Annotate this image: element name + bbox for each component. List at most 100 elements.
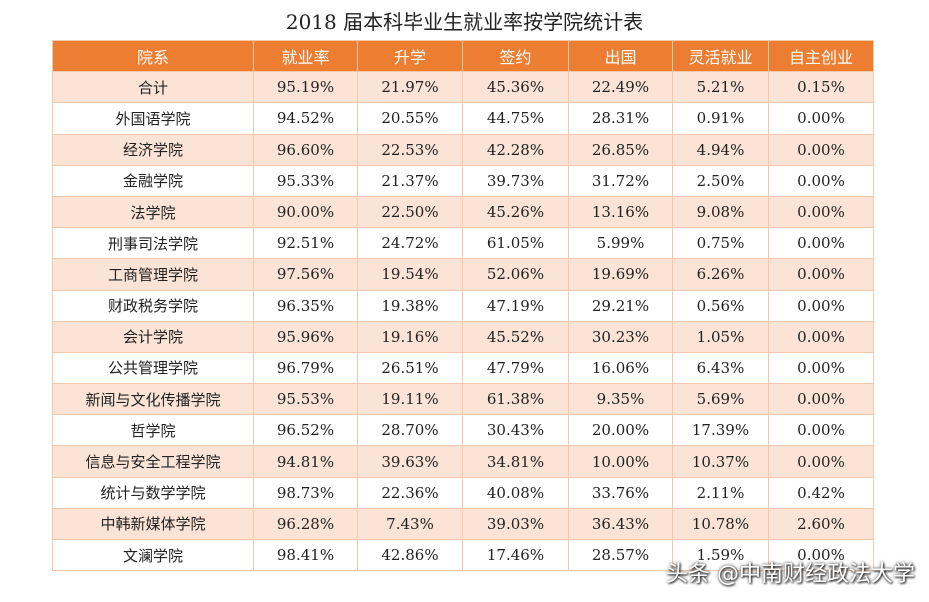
rate-cell: 20.00% xyxy=(568,414,673,447)
rate-cell: 96.60% xyxy=(253,133,358,166)
rate-cell: 22.36% xyxy=(357,476,463,509)
rate-cell: 6.26% xyxy=(672,258,769,291)
rate-cell: 30.43% xyxy=(462,414,569,447)
rate-cell: 22.53% xyxy=(357,133,463,166)
rate-cell: 2.11% xyxy=(672,476,769,509)
column-header: 就业率 xyxy=(253,39,358,73)
rate-cell: 29.21% xyxy=(568,289,673,322)
rate-cell: 24.72% xyxy=(357,227,463,260)
table-row: 公共管理学院 96.79% 26.51% 47.79% 16.06% 6.43% 0.00% xyxy=(52,351,874,385)
rate-cell: 19.69% xyxy=(568,258,673,291)
table-row: 信息与安全工程学院 94.81% 39.63% 34.81% 10.00% 10.37% 0… xyxy=(52,445,874,478)
school-cell: 信息与安全工程学院 xyxy=(52,445,254,478)
rate-cell: 96.28% xyxy=(253,507,358,541)
rate-cell: 39.73% xyxy=(462,164,569,197)
school-cell: 经济学院 xyxy=(52,133,254,166)
rate-cell: 0.00% xyxy=(768,133,874,166)
rate-cell: 0.75% xyxy=(672,227,769,260)
table-row: 统计与数学学院 98.73% 22.36% 40.08% 33.76% 2.11% 0.42… xyxy=(52,476,874,509)
table-body: 合计 95.19% 21.97% 45.36% 22.49% 5.21% 0.15% 外国语学… xyxy=(52,71,874,572)
watermark: 头条 @中南财经政法大学 xyxy=(666,562,915,587)
rate-cell: 9.08% xyxy=(672,195,769,229)
rate-cell: 42.28% xyxy=(462,133,569,166)
rate-cell: 6.43% xyxy=(672,351,769,385)
school-cell: 文澜学院 xyxy=(52,538,254,572)
rate-cell: 45.52% xyxy=(462,320,569,353)
rate-cell: 95.19% xyxy=(253,71,358,104)
school-cell: 中韩新媒体学院 xyxy=(52,507,254,541)
rate-cell: 98.41% xyxy=(253,538,358,572)
rate-cell: 10.78% xyxy=(672,507,769,541)
rate-cell: 17.39% xyxy=(672,414,769,447)
rate-cell: 39.03% xyxy=(462,507,569,541)
school-cell: 会计学院 xyxy=(52,320,254,353)
table-row: 外国语学院 94.52% 20.55% 44.75% 28.31% 0.91% 0.00% xyxy=(52,102,874,135)
school-cell: 合计 xyxy=(52,71,254,104)
school-cell: 法学院 xyxy=(52,195,254,229)
rate-cell: 34.81% xyxy=(462,445,569,478)
rate-cell: 5.21% xyxy=(672,71,769,104)
rate-cell: 28.57% xyxy=(568,538,673,572)
rate-cell: 10.37% xyxy=(672,445,769,478)
rate-cell: 94.81% xyxy=(253,445,358,478)
rate-cell: 0.00% xyxy=(768,258,874,291)
rate-cell: 96.52% xyxy=(253,414,358,447)
table-row: 经济学院 96.60% 22.53% 42.28% 26.85% 4.94% 0.00% xyxy=(52,133,874,166)
rate-cell: 2.60% xyxy=(768,507,874,541)
rate-cell: 42.86% xyxy=(357,538,463,572)
rate-cell: 5.99% xyxy=(568,227,673,260)
rate-cell: 0.00% xyxy=(768,164,874,197)
rate-cell: 45.36% xyxy=(462,71,569,104)
rate-cell: 95.53% xyxy=(253,383,358,416)
table-row: 财政税务学院 96.35% 19.38% 47.19% 29.21% 0.56% 0.00% xyxy=(52,289,874,322)
school-cell: 外国语学院 xyxy=(52,102,254,135)
table-row: 合计 95.19% 21.97% 45.36% 22.49% 5.21% 0.15% xyxy=(52,71,874,104)
rate-cell: 0.00% xyxy=(768,227,874,260)
rate-cell: 7.43% xyxy=(357,507,463,541)
rate-cell: 10.00% xyxy=(568,445,673,478)
rate-cell: 96.35% xyxy=(253,289,358,322)
school-cell: 金融学院 xyxy=(52,164,254,197)
rate-cell: 26.85% xyxy=(568,133,673,166)
rate-cell: 1.59% xyxy=(672,538,769,572)
rate-cell: 0.56% xyxy=(672,289,769,322)
rate-cell: 0.00% xyxy=(768,102,874,135)
rate-cell: 39.63% xyxy=(357,445,463,478)
rate-cell: 9.35% xyxy=(568,383,673,416)
table-row: 文澜学院 98.41% 42.86% 17.46% 28.57% 1.59% 0.00% xyxy=(52,538,874,572)
column-header: 升学 xyxy=(357,39,463,73)
rate-cell: 19.11% xyxy=(357,383,463,416)
header-row: 院系 就业率 升学 签约 出国 灵活就业 自主创业 xyxy=(52,39,874,73)
table-row: 中韩新媒体学院 96.28% 7.43% 39.03% 36.43% 10.78% 2.60… xyxy=(52,507,874,541)
rate-cell: 52.06% xyxy=(462,258,569,291)
school-cell: 统计与数学学院 xyxy=(52,476,254,509)
rate-cell: 13.16% xyxy=(568,195,673,229)
school-cell: 工商管理学院 xyxy=(52,258,254,291)
column-header: 签约 xyxy=(462,39,569,73)
rate-cell: 19.54% xyxy=(357,258,463,291)
rate-cell: 40.08% xyxy=(462,476,569,509)
rate-cell: 92.51% xyxy=(253,227,358,260)
title: 2018 届本科毕业生就业率按学院统计表 xyxy=(285,10,644,34)
rate-cell: 1.05% xyxy=(672,320,769,353)
rate-cell: 22.50% xyxy=(357,195,463,229)
school-cell: 新闻与文化传播学院 xyxy=(52,383,254,416)
rate-cell: 96.79% xyxy=(253,351,358,385)
rate-cell: 61.38% xyxy=(462,383,569,416)
employment-table: 院系 就业率 升学 签约 出国 灵活就业 自主创业 合计 95.19% 21.97% 45.36%… xyxy=(52,39,874,572)
rate-cell: 5.69% xyxy=(672,383,769,416)
rate-cell: 0.00% xyxy=(768,289,874,322)
table-row: 会计学院 95.96% 19.16% 45.52% 30.23% 1.05% 0.00% xyxy=(52,320,874,353)
rate-cell: 44.75% xyxy=(462,102,569,135)
rate-cell: 98.73% xyxy=(253,476,358,509)
rate-cell: 0.00% xyxy=(768,351,874,385)
rate-cell: 2.50% xyxy=(672,164,769,197)
rate-cell: 94.52% xyxy=(253,102,358,135)
rate-cell: 21.37% xyxy=(357,164,463,197)
column-header: 自主创业 xyxy=(768,39,874,73)
rate-cell: 20.55% xyxy=(357,102,463,135)
table-row: 哲学院 96.52% 28.70% 30.43% 20.00% 17.39% 0.00% xyxy=(52,414,874,447)
table-row: 刑事司法学院 92.51% 24.72% 61.05% 5.99% 0.75% 0.00% xyxy=(52,227,874,260)
rate-cell: 22.49% xyxy=(568,71,673,104)
table-row: 法学院 90.00% 22.50% 45.26% 13.16% 9.08% 0.00% xyxy=(52,195,874,229)
